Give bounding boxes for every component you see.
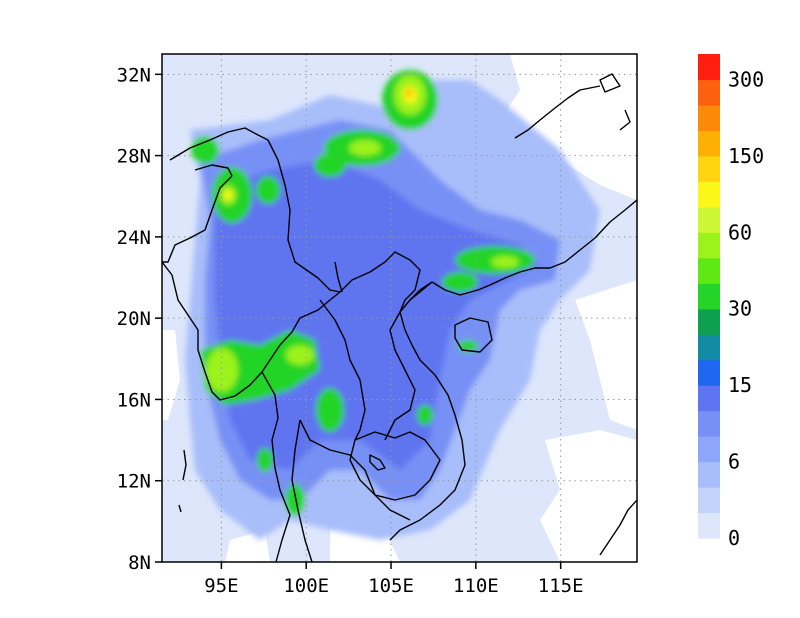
colorbar-swatch	[698, 308, 720, 335]
colorbar-swatch	[698, 436, 720, 463]
coastlines-borders	[162, 73, 637, 562]
lon-tick-label: 115E	[538, 575, 584, 597]
myanmar-coast	[162, 261, 291, 562]
gridlines	[162, 54, 637, 562]
gulf-thailand-coast	[299, 419, 411, 521]
lake-tonle-sap	[369, 454, 386, 471]
colorbar: 0 6 15 30 60 150 300	[698, 54, 764, 550]
colorbar-swatch	[698, 155, 720, 182]
river-mekong	[334, 261, 343, 293]
colorbar-swatch	[698, 54, 720, 81]
level-200	[406, 89, 412, 97]
lon-tick-label: 95E	[204, 575, 238, 597]
india-border	[162, 127, 269, 263]
colorbar-swatch	[698, 79, 720, 106]
thailand-north-border	[319, 299, 366, 441]
colorbar-swatch	[698, 334, 720, 361]
lon-tick-label: 110E	[453, 575, 499, 597]
lon-tick-label: 100E	[283, 575, 329, 597]
latitude-axis: 8N 12N 16N 20N 24N 28N 32N	[117, 64, 162, 574]
lat-tick-label: 20N	[117, 308, 151, 330]
china-myanmar-border	[267, 139, 341, 293]
lat-tick-label: 32N	[117, 64, 151, 86]
lat-tick-label: 8N	[128, 552, 151, 574]
colorbar-swatch	[698, 410, 720, 437]
philippines-coast	[599, 499, 637, 556]
level-13	[215, 160, 540, 470]
lat-tick-label: 28N	[117, 146, 151, 168]
longitude-axis: 95E 100E 105E 110E 115E	[204, 562, 584, 597]
tonkin-coast	[409, 281, 433, 301]
thai-peninsula-east	[291, 419, 313, 562]
colorbar-swatch	[698, 181, 720, 208]
colorbar-label: 15	[728, 373, 752, 397]
plot-frame	[161, 53, 638, 563]
lat-tick-label: 16N	[117, 389, 151, 411]
colorbar-swatch	[698, 130, 720, 157]
china-south-coast	[431, 199, 637, 296]
colorbar-swatch	[698, 283, 720, 310]
andaman-islands	[178, 449, 187, 513]
east-china-coast	[514, 85, 601, 139]
colorbar-swatch	[698, 232, 720, 259]
colorbar-swatch	[698, 487, 720, 514]
colorbar-swatch	[698, 104, 720, 132]
lat-tick-label: 24N	[117, 227, 151, 249]
colorbar-swatch	[698, 512, 720, 539]
colorbar-swatch	[698, 461, 720, 488]
colorbar-label: 60	[728, 220, 752, 244]
bhutan-border	[194, 164, 233, 177]
colorbar-label: 150	[728, 144, 764, 168]
colorbar-label: 300	[728, 67, 764, 91]
lon-tick-label: 105E	[368, 575, 414, 597]
hainan	[454, 317, 493, 353]
vietnam-coast	[389, 281, 466, 541]
laos-border	[339, 251, 421, 441]
colorbar-label: 6	[728, 450, 740, 474]
colorbar-label: 30	[728, 297, 752, 321]
taiwan-coast	[599, 73, 631, 131]
colorbar-swatch	[698, 206, 720, 233]
precipitation-field	[162, 54, 637, 562]
colorbar-swatch	[698, 359, 720, 386]
lat-tick-label: 12N	[117, 471, 151, 493]
cambodia-border	[349, 431, 441, 501]
colorbar-label: 0	[728, 526, 740, 550]
colorbar-swatch	[698, 385, 720, 412]
myanmar-thailand-border	[261, 291, 341, 373]
colorbar-swatch	[698, 257, 720, 284]
